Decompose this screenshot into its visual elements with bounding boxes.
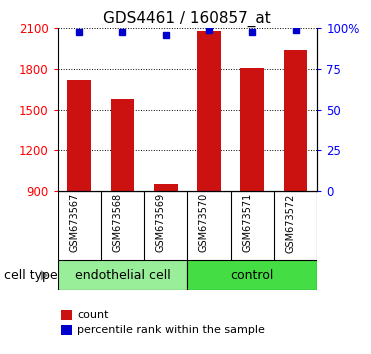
Text: endothelial cell: endothelial cell (75, 269, 170, 282)
Bar (197, 31, 221, 191)
Text: cell type: cell type (4, 269, 58, 282)
Text: GSM673569: GSM673569 (156, 193, 166, 252)
Text: control: control (231, 269, 274, 282)
Bar (67, 80, 91, 191)
Text: GSM673568: GSM673568 (112, 193, 122, 252)
Title: GDS4461 / 160857_at: GDS4461 / 160857_at (104, 11, 271, 27)
Bar (284, 50, 308, 191)
Bar (154, 184, 178, 191)
Text: GSM673570: GSM673570 (199, 193, 209, 252)
Text: count: count (77, 310, 109, 320)
Polygon shape (41, 270, 48, 280)
Bar (58, 260, 187, 290)
Text: GSM673571: GSM673571 (242, 193, 252, 252)
Text: GSM673572: GSM673572 (286, 193, 296, 253)
Bar (111, 99, 134, 191)
Text: percentile rank within the sample: percentile rank within the sample (77, 325, 265, 335)
Bar (187, 260, 317, 290)
Text: GSM673567: GSM673567 (69, 193, 79, 252)
Bar (240, 68, 264, 191)
